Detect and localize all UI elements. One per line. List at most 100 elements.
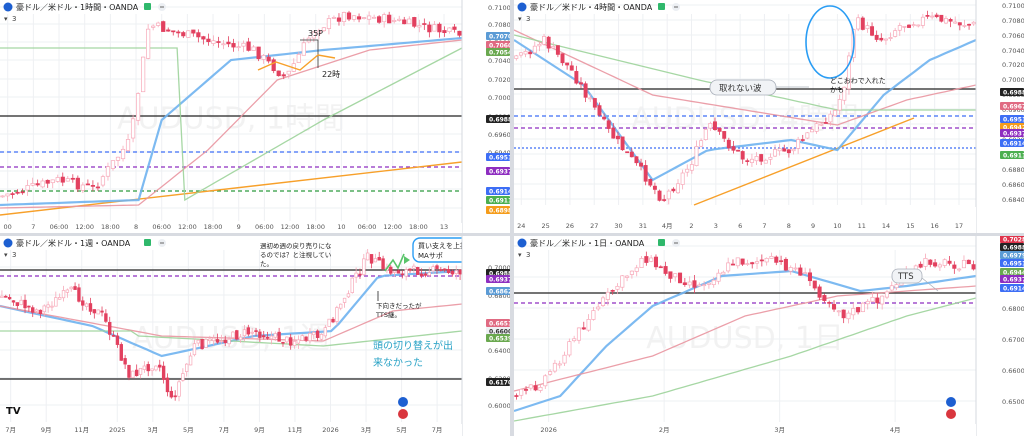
candle-body (860, 302, 865, 313)
candle-body (600, 297, 606, 306)
candle-body (592, 98, 597, 108)
candle-body (923, 258, 928, 267)
chart-panel-1w[interactable]: AUDUSD, 1週 週初め週の戻り売りにな るのでは？と注視してい た。 買い支えを… (0, 236, 510, 436)
candle-body (95, 186, 101, 189)
chart-panel-1d[interactable]: AUDUSD, 1日 TTS 0.700000.690000.680000.67… (514, 236, 1024, 436)
candle-body (942, 259, 947, 266)
candle-body (773, 149, 777, 157)
candle-body (392, 19, 397, 22)
candle-body (523, 389, 529, 391)
candle-body (930, 15, 935, 18)
candle-body (798, 267, 803, 276)
candle-body (262, 335, 266, 338)
candle-body (793, 267, 798, 270)
candle-body (196, 32, 201, 38)
candle-body (211, 337, 216, 342)
time-tick-label: 06:00 (50, 223, 69, 231)
candle-body (288, 337, 293, 346)
time-tick-label: 24 (517, 222, 525, 230)
au-flag-icon[interactable] (517, 2, 527, 12)
candle-body (754, 261, 760, 264)
annotation-atama-line2: 来なかった (373, 357, 423, 369)
candle-body (879, 37, 884, 41)
callout-box[interactable] (709, 79, 777, 96)
candle-body (726, 262, 731, 272)
price-badge (1000, 251, 1024, 259)
candle-body (450, 270, 455, 275)
candle-body (928, 259, 933, 265)
trend-line[interactable] (693, 117, 915, 206)
candle-body (731, 146, 736, 151)
callout-box[interactable] (891, 268, 923, 284)
candle-body (161, 365, 166, 380)
candle-body (740, 258, 745, 265)
candle-body (851, 308, 856, 316)
candle-body (335, 307, 339, 322)
candle-body (402, 19, 407, 25)
time-tick-label: 8 (787, 222, 791, 230)
candle-body (221, 43, 226, 46)
candle-body (971, 21, 976, 25)
candle-body (120, 148, 126, 160)
moving-average-line (0, 39, 463, 209)
price-badge-label: 0.69515 (1003, 261, 1024, 268)
time-tick-label: 2025 (109, 426, 126, 434)
chart-1d-svg[interactable]: AUDUSD, 1日 TTS 0.700000.690000.680000.67… (514, 236, 1024, 436)
highlight-ellipse[interactable] (805, 5, 855, 79)
candle-body (65, 178, 70, 182)
us-flag-icon (398, 409, 408, 419)
panel-divider-vertical[interactable] (510, 0, 514, 436)
candle-body (615, 285, 620, 290)
chart-1w-svg[interactable]: AUDUSD, 1週 週初め週の戻り売りになるのでは？と注視していた。買い支えを… (0, 236, 510, 436)
au-flag-icon[interactable] (517, 238, 527, 248)
panel-divider-horizontal[interactable] (0, 233, 1024, 236)
candle-body (452, 26, 457, 30)
candle-body (54, 297, 58, 307)
candle-body (27, 305, 31, 308)
candle-body (373, 258, 378, 263)
zigzag-line-green[interactable] (384, 253, 405, 272)
zigzag-line[interactable] (257, 54, 336, 71)
price-badge-label: 0.69140 (489, 189, 510, 196)
candle-body (236, 46, 241, 49)
candle-body (745, 263, 750, 265)
candle-body (55, 177, 60, 182)
candle-body (166, 29, 171, 32)
time-tick-label: 9月 (254, 426, 265, 434)
candle-body (875, 297, 880, 304)
candle-body (620, 275, 625, 288)
candle-body (404, 269, 408, 277)
candle-body (258, 331, 262, 338)
candle-body (346, 12, 352, 20)
annotation-tts: TTS (897, 272, 914, 282)
candle-body (689, 164, 694, 171)
candle-body (567, 341, 572, 356)
candle-body (565, 62, 570, 66)
candle-body (416, 267, 420, 275)
time-tick-label: 12:00 (178, 223, 197, 231)
candle-body (427, 272, 431, 276)
candle-body (581, 327, 586, 330)
candle-body (50, 305, 54, 308)
annotation-kaisasae-line1: 買い支えを上抜けていった (418, 241, 502, 250)
price-badge (486, 153, 510, 161)
au-flag-icon[interactable] (3, 2, 13, 12)
candle-body (782, 148, 787, 152)
candle-body (648, 178, 653, 186)
candle-body (557, 363, 562, 366)
candle-body (803, 272, 808, 275)
candle-body (131, 370, 135, 379)
market-status-icon (658, 239, 665, 246)
au-flag-icon[interactable] (3, 238, 13, 248)
candle-body (346, 293, 351, 298)
candle-body (366, 15, 372, 20)
candle-body (730, 263, 736, 266)
candle-body (173, 395, 177, 398)
